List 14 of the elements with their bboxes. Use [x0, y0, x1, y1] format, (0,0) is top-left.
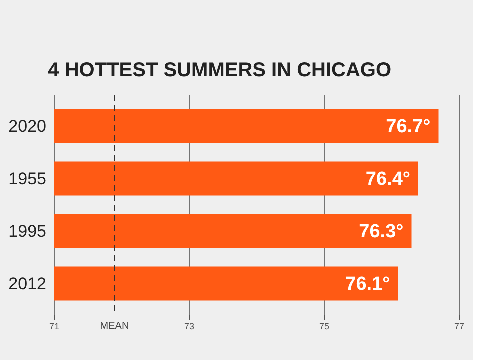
chart-title: 4 HOTTEST SUMMERS IN CHICAGO: [48, 60, 392, 82]
x-tick-label: 71: [49, 322, 60, 332]
x-tick-label: 73: [184, 322, 195, 332]
x-tick-label: 75: [319, 322, 330, 332]
y-tick-label: 1955: [8, 169, 46, 188]
y-tick-label: 2012: [8, 274, 46, 294]
data-label: 76.3°: [359, 221, 404, 242]
data-label: 76.7°: [386, 116, 431, 138]
data-label: 76.1°: [346, 274, 390, 295]
x-tick-label: 77: [454, 322, 465, 332]
y-tick-label: 2020: [8, 116, 46, 136]
data-label: 76.4°: [366, 168, 410, 190]
y-tick-label: 1995: [8, 222, 46, 241]
ref-line-label: MEAN: [100, 321, 130, 332]
